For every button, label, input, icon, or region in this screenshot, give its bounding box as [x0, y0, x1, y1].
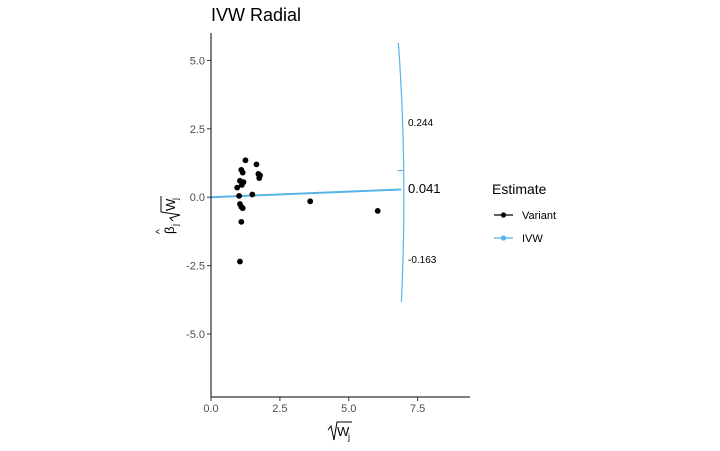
variant-point — [307, 198, 314, 205]
legend-label-ivw: IVW — [522, 233, 543, 245]
variant-point — [240, 179, 247, 186]
x-tick-label: 5.0 — [341, 403, 356, 415]
variant-point — [374, 207, 381, 214]
variant-point — [236, 192, 243, 199]
y-axis-title-hat: ^ — [155, 229, 166, 234]
variant-point — [239, 169, 246, 176]
ivw-radial-arc — [397, 42, 405, 303]
variant-point — [238, 218, 245, 225]
variant-point — [237, 258, 243, 265]
x-axis-title-text: W — [337, 424, 350, 439]
y-axis-title: β ^ j W j — [155, 196, 181, 234]
legend-item-ivw: IVW — [494, 233, 543, 245]
y-axis-title-w-subscript: j — [170, 198, 180, 201]
y-tick-label: 5.0 — [190, 55, 205, 67]
y-tick-label: 0.0 — [190, 192, 205, 204]
arc-annotation: -0.163 — [408, 255, 437, 266]
y-tick-label: -5.0 — [186, 329, 205, 341]
legend-item-variant: Variant — [494, 210, 556, 222]
x-axis-title: W j — [327, 421, 352, 442]
y-axis-ticks: -5.0 -2.5 0.0 2.5 5.0 — [186, 55, 211, 341]
variant-point — [239, 205, 246, 212]
chart-title: IVW Radial — [211, 5, 301, 25]
variant-point — [253, 161, 260, 168]
y-axis-title-subscript: j — [170, 224, 180, 227]
x-axis-title-subscript: j — [347, 432, 350, 442]
y-tick-label: 2.5 — [190, 124, 205, 136]
legend: Estimate Variant IVW — [492, 181, 556, 245]
y-axis-title-w: W — [163, 198, 178, 211]
variant-point — [234, 184, 241, 191]
variant-point — [242, 157, 249, 164]
y-tick-label: -2.5 — [186, 261, 205, 273]
variant-point — [257, 172, 263, 179]
ivw-line — [210, 188, 402, 199]
x-tick-label: 0.0 — [203, 403, 218, 415]
x-tick-label: 2.5 — [272, 403, 287, 415]
y-axis-title-beta: β — [162, 227, 177, 234]
arc-annotation: 0.041 — [408, 181, 441, 196]
legend-label-variant: Variant — [522, 210, 556, 222]
variant-point — [249, 191, 256, 198]
x-axis-ticks: 0.0 2.5 5.0 7.5 — [203, 397, 425, 415]
arc-annotation: 0.244 — [408, 118, 433, 129]
x-tick-label: 7.5 — [410, 403, 425, 415]
plot-panel: 0.244 0.041 -0.163 — [210, 42, 441, 303]
legend-title: Estimate — [492, 181, 547, 197]
